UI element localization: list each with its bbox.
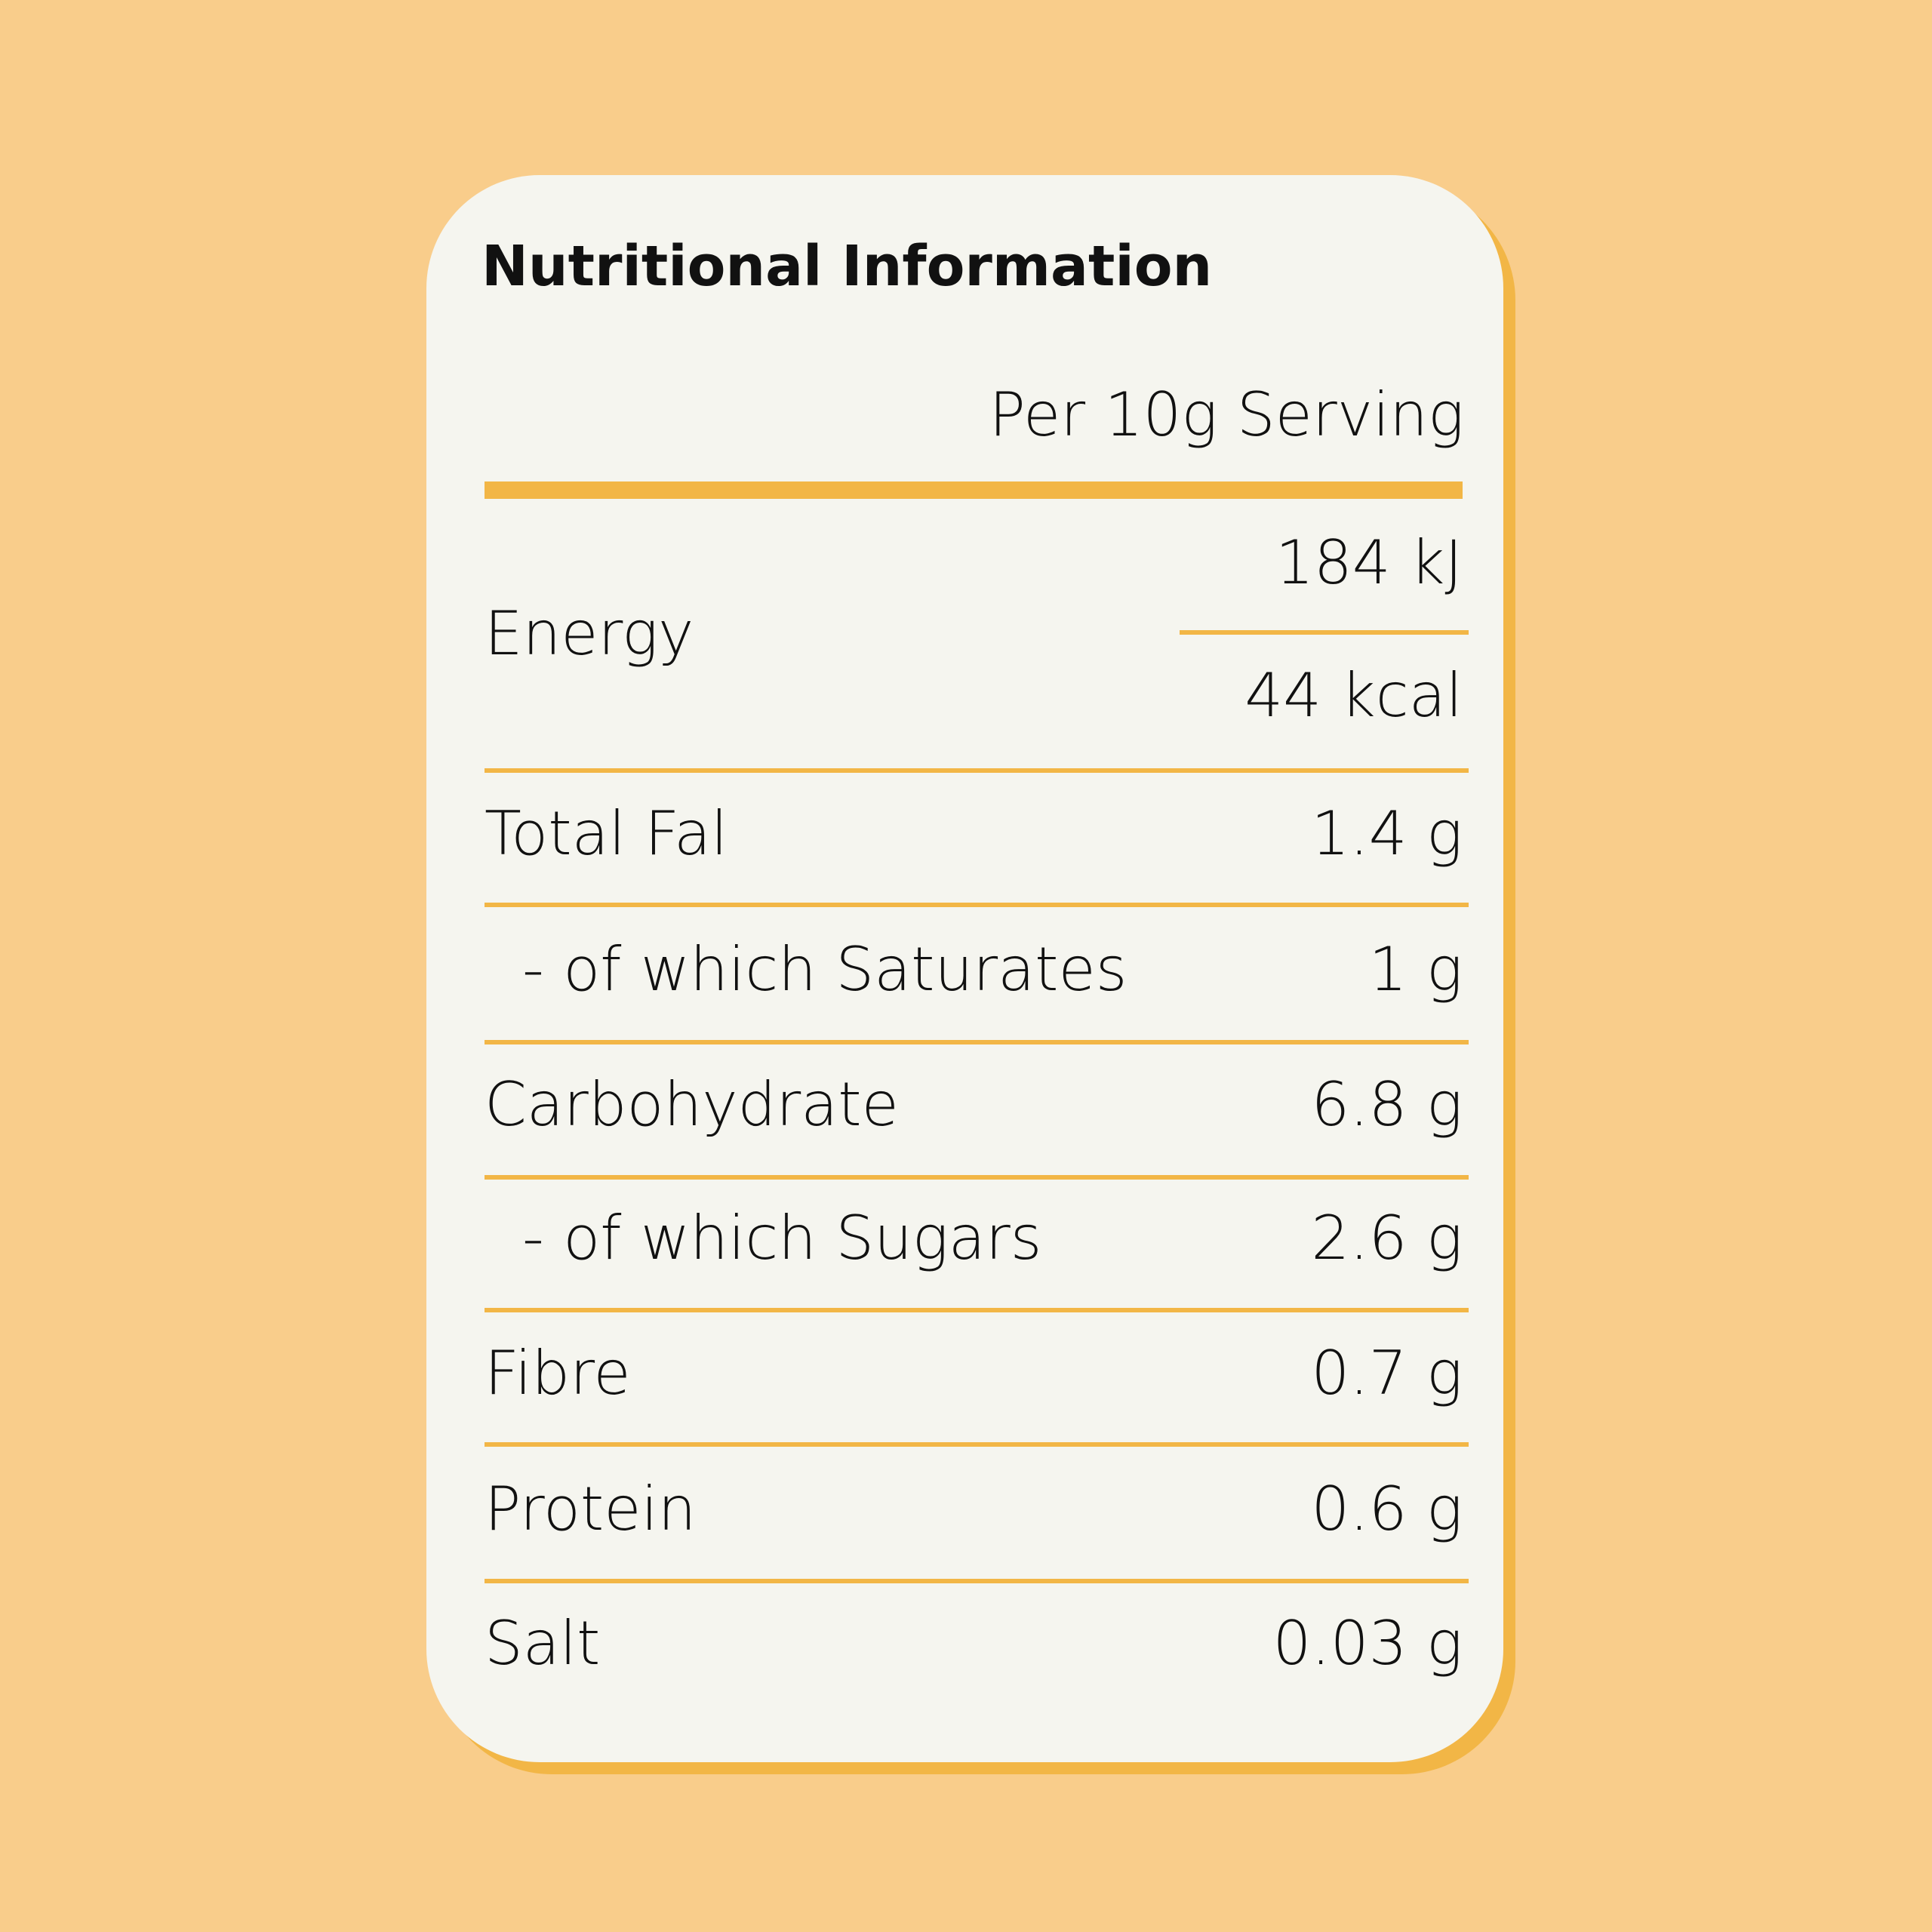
energy-kcal: 44 kcal xyxy=(1244,660,1463,731)
row-label: - of which Saturates xyxy=(522,934,1128,1004)
energy-kj: 184 kJ xyxy=(1275,528,1463,598)
row-value: 1 g xyxy=(1368,934,1463,1004)
energy-divider xyxy=(1180,630,1469,635)
row-divider xyxy=(485,903,1469,907)
row-label: Fibre xyxy=(485,1338,631,1408)
row-value: 6.8 g xyxy=(1311,1069,1463,1140)
row-divider xyxy=(485,1442,1469,1447)
row-value: 0.6 g xyxy=(1311,1474,1463,1544)
energy-label: Energy xyxy=(485,598,694,669)
row-value: 0.7 g xyxy=(1311,1338,1463,1408)
row-divider xyxy=(485,1308,1469,1312)
row-value: 0.03 g xyxy=(1272,1608,1463,1678)
row-value: 1.4 g xyxy=(1311,798,1463,869)
row-label: Total Fal xyxy=(485,798,728,869)
row-divider xyxy=(485,768,1469,773)
row-divider xyxy=(485,1175,1469,1180)
row-label: Protein xyxy=(485,1474,697,1544)
row-divider xyxy=(485,1040,1469,1044)
row-value: 2.6 g xyxy=(1311,1203,1463,1273)
row-label: Salt xyxy=(485,1608,601,1678)
header-divider xyxy=(485,481,1463,499)
nutrition-card xyxy=(426,175,1503,1762)
row-label: Carbohydrate xyxy=(485,1069,899,1140)
title: Nutritional Information xyxy=(481,234,1213,299)
row-divider xyxy=(485,1579,1469,1583)
row-label: - of which Sugars xyxy=(522,1203,1042,1273)
serving-header: Per 10g Serving xyxy=(989,380,1464,450)
